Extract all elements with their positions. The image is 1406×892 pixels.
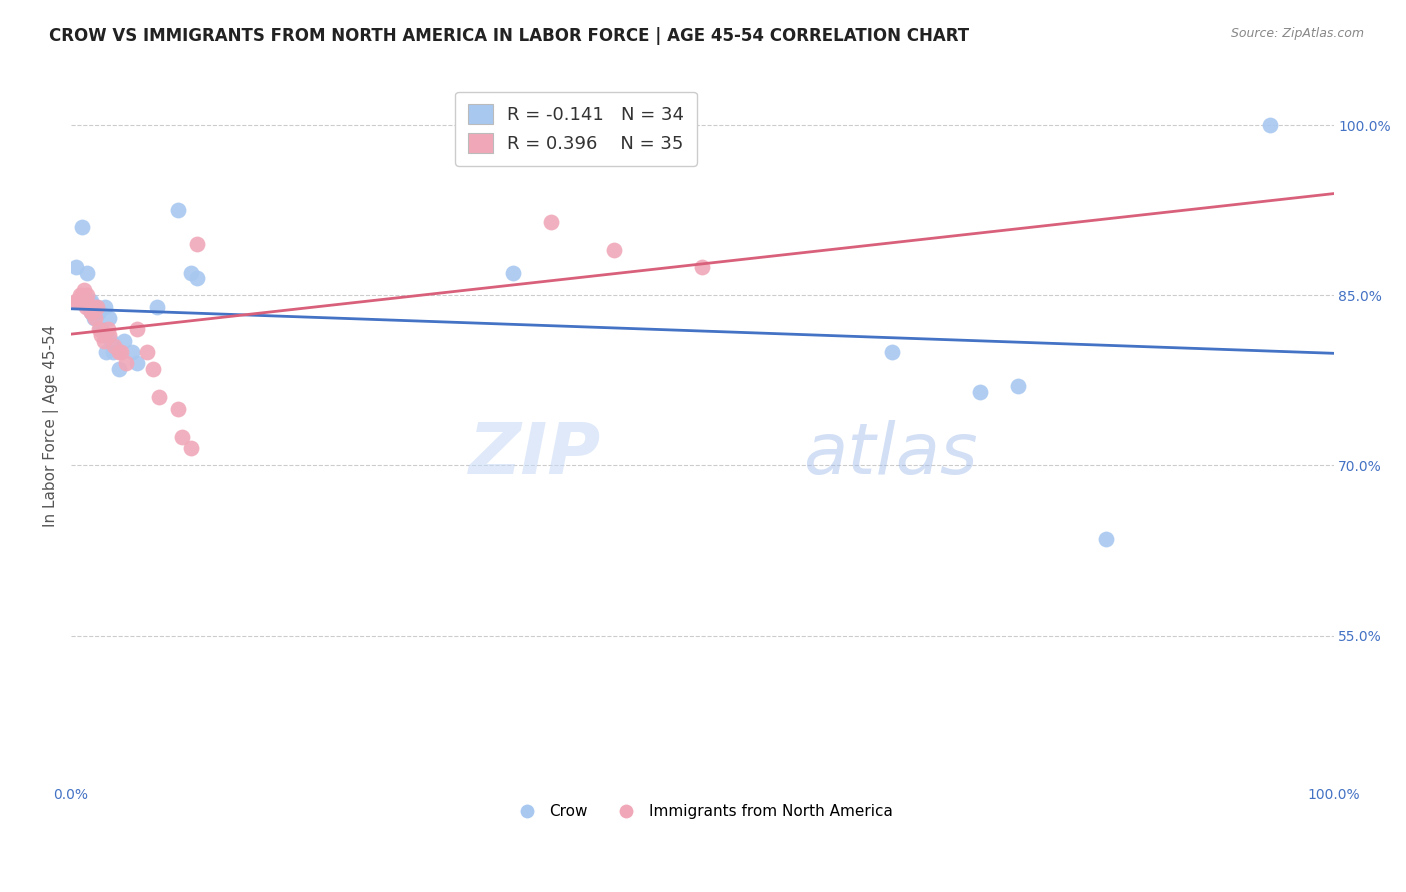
Point	[72, 288, 94, 302]
Point	[96, 345, 118, 359]
Point	[90, 322, 112, 336]
Point	[97, 311, 120, 326]
Point	[121, 345, 143, 359]
Point	[84, 300, 107, 314]
Point	[87, 322, 110, 336]
Point	[80, 305, 103, 319]
Point	[72, 283, 94, 297]
Point	[100, 334, 122, 348]
Point	[69, 288, 91, 302]
Point	[65, 260, 87, 274]
Point	[96, 322, 118, 336]
Text: Source: ZipAtlas.com: Source: ZipAtlas.com	[1230, 27, 1364, 40]
Text: ZIP: ZIP	[470, 420, 602, 489]
Point	[93, 334, 115, 348]
Point	[125, 356, 148, 370]
Point	[77, 293, 100, 308]
Point	[72, 220, 94, 235]
Point	[108, 345, 131, 359]
Point	[87, 305, 110, 319]
Point	[142, 362, 165, 376]
Y-axis label: In Labor Force | Age 45-54: In Labor Force | Age 45-54	[44, 325, 59, 527]
Point	[97, 328, 120, 343]
Point	[180, 442, 202, 456]
Point	[690, 260, 713, 274]
Point	[108, 362, 131, 376]
Point	[186, 237, 208, 252]
Point	[1095, 532, 1118, 546]
Text: CROW VS IMMIGRANTS FROM NORTH AMERICA IN LABOR FORCE | AGE 45-54 CORRELATION CHA: CROW VS IMMIGRANTS FROM NORTH AMERICA IN…	[49, 27, 969, 45]
Text: atlas: atlas	[803, 420, 977, 489]
Point	[1007, 379, 1029, 393]
Point	[146, 300, 169, 314]
Point	[110, 345, 132, 359]
Point	[540, 214, 562, 228]
Point	[65, 293, 87, 308]
Point	[103, 339, 125, 353]
Point	[170, 430, 193, 444]
Point	[80, 293, 103, 308]
Point	[76, 288, 98, 302]
Point	[80, 305, 103, 319]
Point	[75, 300, 97, 314]
Point	[83, 311, 105, 326]
Point	[66, 293, 89, 308]
Point	[603, 243, 626, 257]
Point	[880, 345, 903, 359]
Point	[125, 322, 148, 336]
Point	[969, 384, 991, 399]
Point	[1260, 118, 1282, 132]
Point	[76, 293, 98, 308]
Point	[502, 266, 524, 280]
Point	[112, 334, 135, 348]
Point	[167, 203, 190, 218]
Point	[75, 293, 97, 308]
Point	[82, 300, 104, 314]
Point	[115, 356, 138, 370]
Point	[90, 328, 112, 343]
Point	[73, 293, 96, 308]
Point	[89, 322, 111, 336]
Point	[167, 401, 190, 416]
Point	[79, 300, 101, 314]
Point	[180, 266, 202, 280]
Point	[186, 271, 208, 285]
Point	[86, 300, 108, 314]
Point	[135, 345, 157, 359]
Point	[94, 300, 117, 314]
Point	[82, 305, 104, 319]
Legend: Crow, Immigrants from North America: Crow, Immigrants from North America	[505, 798, 900, 825]
Point	[148, 391, 170, 405]
Point	[83, 300, 105, 314]
Point	[86, 300, 108, 314]
Point	[101, 345, 124, 359]
Point	[76, 266, 98, 280]
Point	[84, 311, 107, 326]
Point	[77, 300, 100, 314]
